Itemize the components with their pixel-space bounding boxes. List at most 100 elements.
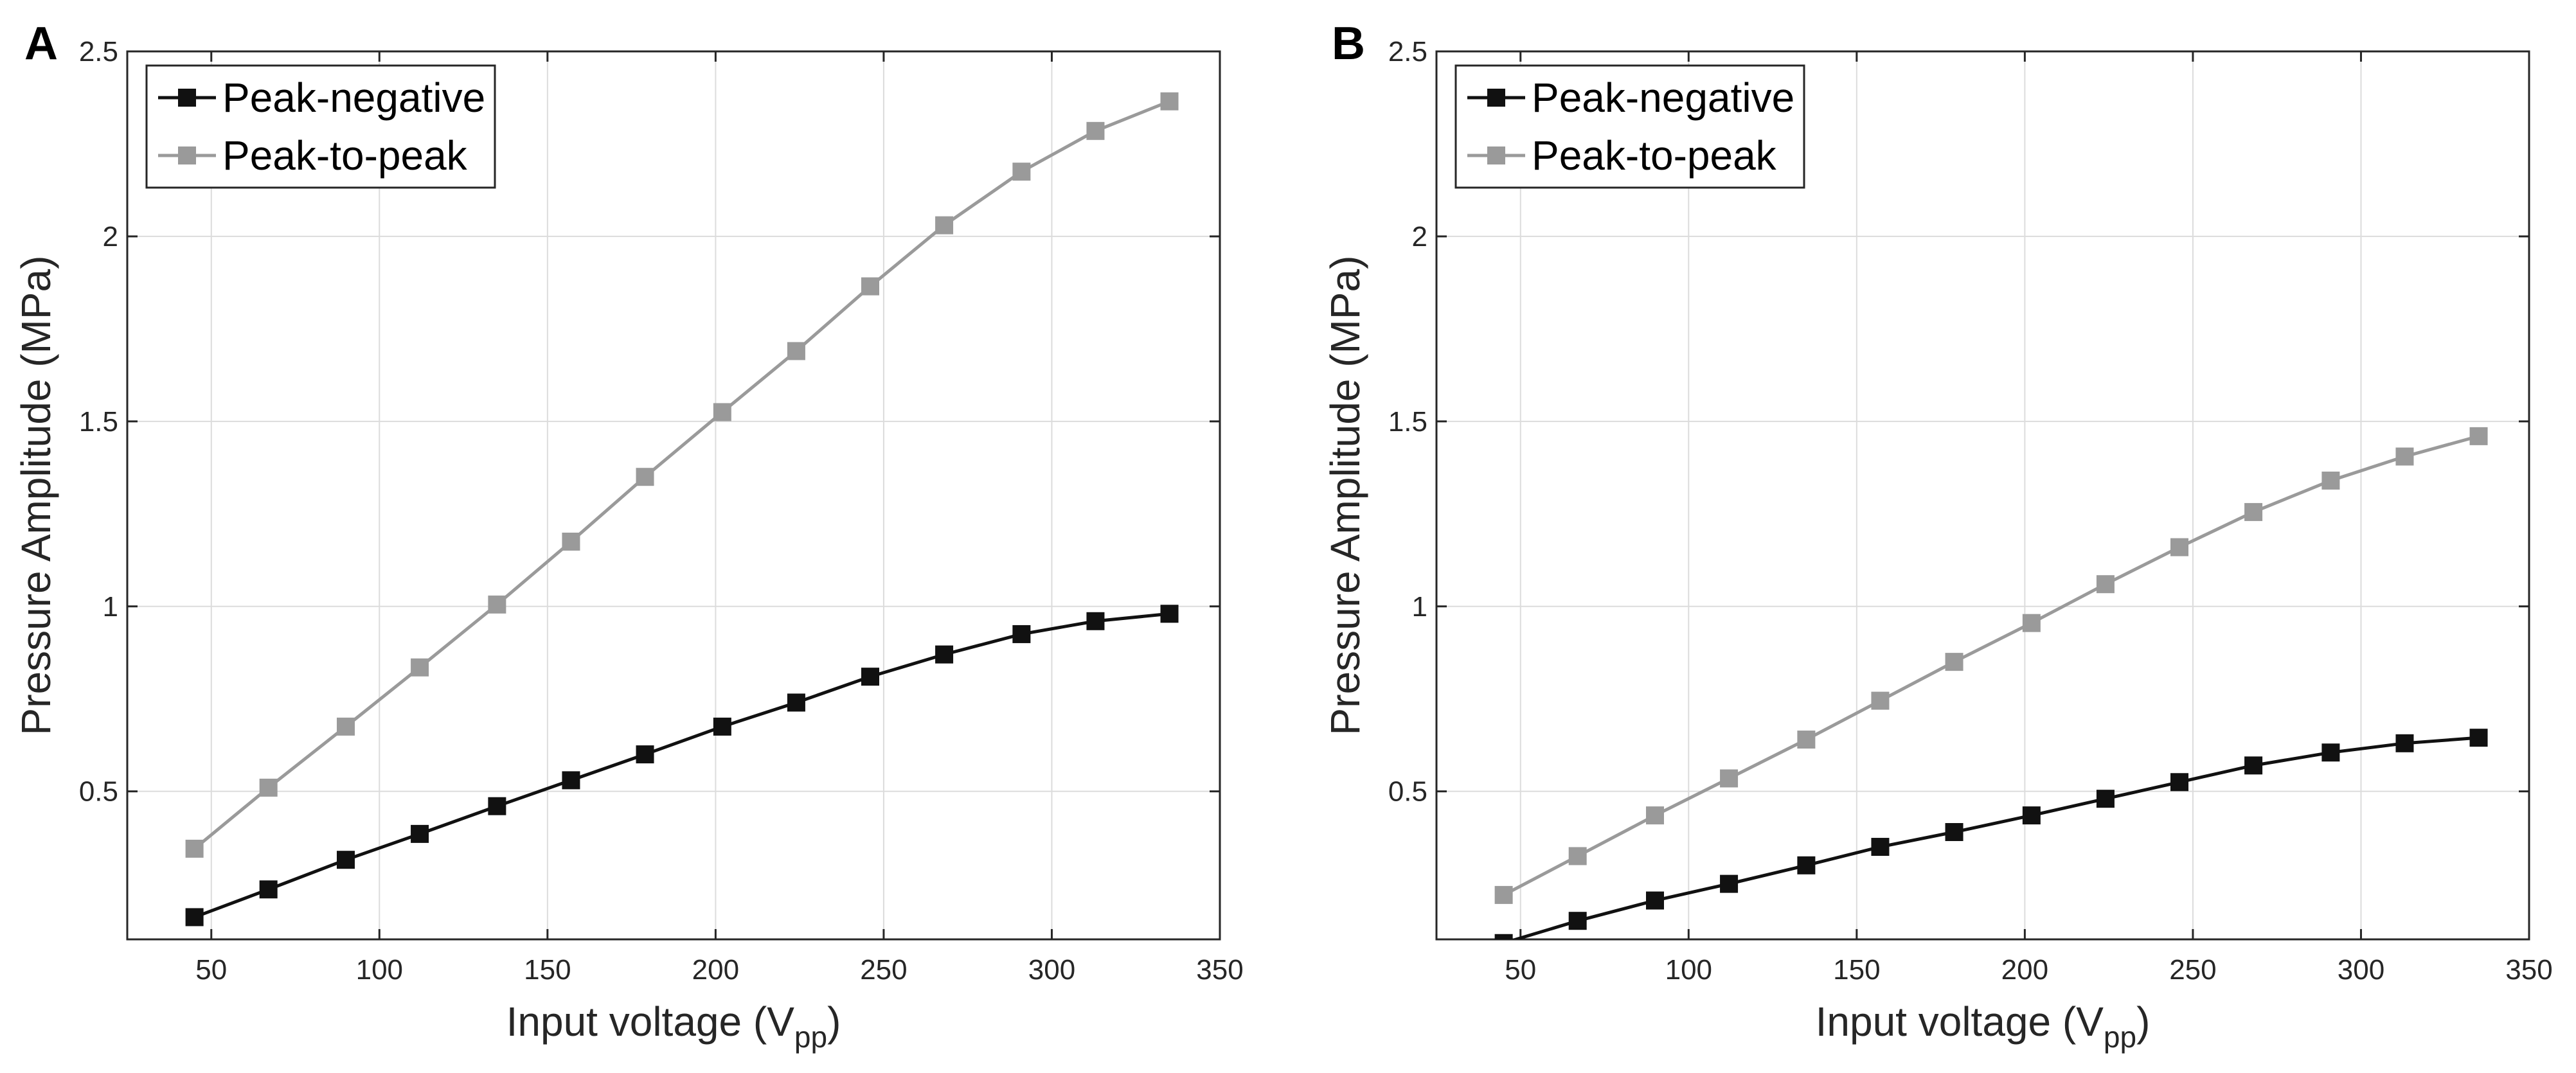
- data-point-peak-negative: [1568, 912, 1587, 930]
- series-line-peak-negative: [193, 612, 1170, 919]
- data-point-peak-to-peak: [1494, 885, 1513, 904]
- data-point-peak-negative: [1086, 612, 1105, 630]
- data-point-peak-negative: [2395, 734, 2414, 752]
- legend-marker: [1487, 146, 1505, 164]
- legend-entry: Peak-to-peak: [1532, 132, 1777, 179]
- data-point-peak-to-peak: [636, 468, 654, 486]
- data-point-peak-to-peak: [2244, 502, 2263, 521]
- data-point-peak-to-peak: [935, 216, 954, 235]
- data-point-peak-negative: [1797, 856, 1816, 874]
- legend-entry: Peak-to-peak: [222, 132, 468, 179]
- legend-marker: [1487, 89, 1505, 107]
- data-point-peak-to-peak: [2469, 427, 2488, 445]
- data-point-peak-to-peak: [2096, 575, 2115, 594]
- series-line-peak-negative: [1510, 736, 2479, 939]
- data-point-peak-negative: [2321, 743, 2340, 762]
- series-line-peak-to-peak: [1503, 434, 2480, 897]
- data-point-peak-negative: [2096, 790, 2115, 808]
- x-tick-label: 50: [195, 954, 227, 986]
- x-tick-label: 200: [2001, 954, 2048, 986]
- data-point-peak-negative: [787, 693, 805, 712]
- panel-label: A: [24, 18, 58, 69]
- chart-panel-b: B 50 100 150 200 250 300 350 0.5 1 1.5 2 2.5 Input vo…: [1322, 18, 2553, 1054]
- data-point-peak-to-peak: [1871, 691, 1890, 710]
- data-point-peak-negative: [2244, 756, 2263, 775]
- data-point-peak-negative: [411, 824, 429, 843]
- data-point-peak-negative: [1945, 823, 1963, 842]
- data-point-peak-to-peak: [861, 277, 879, 296]
- data-point-peak-negative: [1494, 934, 1513, 939]
- data-point-peak-negative: [185, 908, 204, 927]
- data-point-peak-negative: [713, 717, 731, 736]
- legend-box: [1454, 64, 1805, 189]
- y-tick-label: 1: [103, 591, 118, 623]
- data-point-peak-to-peak: [1012, 163, 1031, 181]
- data-point-peak-negative: [1871, 838, 1890, 856]
- y-tick-label: 2.5: [1388, 36, 1427, 67]
- data-point-peak-negative: [337, 851, 355, 869]
- x-tick-label: 300: [1028, 954, 1075, 986]
- data-point-peak-negative: [935, 645, 954, 664]
- x-axis-label: Input voltage (Vpp): [1816, 998, 2151, 1054]
- legend-entry: Peak-negative: [1532, 75, 1794, 121]
- legend-box: [145, 64, 496, 189]
- x-tick-label: 100: [1665, 954, 1712, 986]
- data-point-peak-negative: [1160, 605, 1179, 623]
- data-point-peak-to-peak: [1646, 806, 1664, 825]
- data-point-peak-negative: [1646, 891, 1664, 910]
- data-point-peak-to-peak: [1797, 731, 1816, 749]
- data-point-peak-to-peak: [2170, 538, 2188, 556]
- data-point-peak-to-peak: [2321, 471, 2340, 490]
- data-point-peak-to-peak: [185, 839, 204, 858]
- data-point-peak-negative: [1012, 625, 1031, 643]
- x-tick-label: 50: [1505, 954, 1536, 986]
- x-tick-label: 100: [356, 954, 403, 986]
- x-tick-label: 350: [2505, 954, 2552, 986]
- data-point-peak-to-peak: [787, 342, 805, 360]
- data-point-peak-negative: [562, 771, 580, 790]
- data-point-peak-to-peak: [488, 595, 506, 614]
- data-point-peak-negative: [2469, 729, 2488, 747]
- data-point-peak-to-peak: [2395, 447, 2414, 466]
- data-point-peak-negative: [2170, 773, 2188, 792]
- data-point-peak-negative: [1720, 874, 1739, 893]
- x-tick-label: 250: [2169, 954, 2216, 986]
- series-line-peak-to-peak: [193, 100, 1170, 850]
- y-tick-label: 1.5: [1388, 406, 1427, 438]
- legend-entry: Peak-negative: [222, 75, 485, 121]
- data-point-peak-to-peak: [337, 717, 355, 736]
- x-tick-label: 200: [692, 954, 739, 986]
- data-point-peak-to-peak: [1720, 769, 1739, 788]
- data-point-peak-negative: [2022, 806, 2041, 825]
- y-tick-label: 2.5: [79, 36, 118, 67]
- data-point-peak-to-peak: [1086, 121, 1105, 140]
- data-point-peak-negative: [636, 745, 654, 764]
- data-point-peak-to-peak: [2022, 614, 2041, 632]
- x-axis-label: Input voltage (Vpp): [506, 998, 841, 1054]
- data-point-peak-to-peak: [1945, 653, 1963, 671]
- data-point-peak-to-peak: [411, 658, 429, 677]
- y-tick-label: 1: [1412, 591, 1427, 623]
- data-point-peak-to-peak: [713, 403, 731, 421]
- plot-area: [185, 92, 1179, 927]
- data-point-peak-to-peak: [1160, 92, 1179, 111]
- y-tick-label: 0.5: [1388, 776, 1427, 808]
- data-point-peak-negative: [861, 668, 879, 686]
- plot-area: [1494, 427, 2488, 939]
- y-axis-label: Pressure Amplitude (MPa): [1322, 256, 1368, 736]
- x-tick-label: 150: [1833, 954, 1880, 986]
- x-tick-label: 350: [1196, 954, 1243, 986]
- y-tick-label: 2: [1412, 221, 1427, 253]
- data-point-peak-negative: [259, 880, 278, 899]
- data-point-peak-to-peak: [1568, 847, 1587, 865]
- panel-label: B: [1332, 18, 1365, 69]
- y-tick-label: 2: [103, 221, 118, 253]
- plot-frame: [1435, 50, 2530, 941]
- y-axis-label: Pressure Amplitude (MPa): [13, 256, 59, 736]
- data-point-peak-to-peak: [259, 778, 278, 797]
- y-tick-label: 0.5: [79, 776, 118, 808]
- data-point-peak-to-peak: [562, 532, 580, 551]
- data-point-peak-negative: [488, 797, 506, 815]
- legend-marker: [178, 146, 196, 164]
